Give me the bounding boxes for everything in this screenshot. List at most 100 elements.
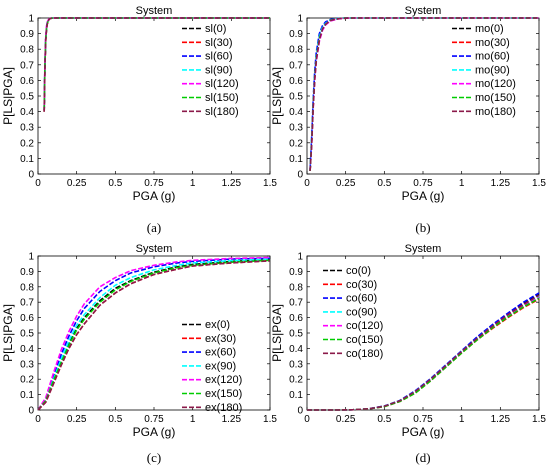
x-tick-label: 0	[35, 178, 41, 189]
x-tick-label: 0.5	[377, 414, 391, 425]
x-tick-label: 0.5	[108, 414, 122, 425]
x-tick-label: 1.25	[491, 178, 511, 189]
y-tick-label: 0	[28, 170, 34, 181]
y-tick-label: 0	[297, 170, 303, 181]
legend-label: ex(150)	[205, 388, 242, 400]
series-line-ex(60)	[37, 257, 271, 411]
legend: sl(0) sl(30) sl(60)sl(90) sl(120) sl(150) sl(…	[182, 23, 239, 118]
legend-label: mo(0)	[475, 23, 504, 35]
chart-panel-2: System 0 0.25 0.5 0.75 1 1.25 1.5 0 0.1 0.2 0.3 0.4 0…	[1, 243, 277, 465]
y-tick-label: 0.1	[20, 390, 34, 401]
y-tick-label: 0.6	[289, 76, 303, 87]
y-tick-label: 0.1	[289, 154, 303, 165]
y-tick-label: 0.7	[289, 60, 303, 71]
y-tick-label: 0.9	[20, 29, 34, 40]
chart-title: System	[405, 243, 442, 255]
legend-label: sl(60)	[205, 51, 233, 63]
legend: co(0) co(30) co(60)co(90) co(120) co(150) co(…	[323, 265, 383, 360]
series-line-ex(120)	[37, 256, 271, 411]
y-axis-label: P[LS|PGA]	[270, 304, 284, 362]
legend-label: mo(30)	[475, 37, 510, 49]
legend-label: mo(180)	[475, 106, 516, 118]
y-tick-label: 0.5	[20, 92, 34, 103]
y-tick-label: 0.3	[20, 359, 34, 370]
y-tick-label: 0.9	[289, 267, 303, 278]
legend-label: sl(150)	[205, 92, 239, 104]
legend-label: co(150)	[346, 334, 383, 346]
chart-panel-3: System 0 0.25 0.5 0.75 1 1.25 1.5 0 0.1 0.2 0.3 0.4 0…	[270, 243, 546, 465]
y-tick-label: 0.2	[20, 138, 34, 149]
y-tick-label: 0.6	[20, 76, 34, 87]
x-tick-label: 0.75	[413, 178, 433, 189]
legend-label: mo(150)	[475, 92, 516, 104]
legend-label: co(120)	[346, 320, 383, 332]
legend-label: sl(90)	[205, 64, 233, 76]
y-tick-label: 0.2	[289, 138, 303, 149]
legend-label: mo(90)	[475, 64, 510, 76]
y-tick-label: 0.6	[289, 313, 303, 324]
x-tick-label: 1.5	[263, 178, 277, 189]
x-tick-label: 1.5	[263, 414, 277, 425]
legend-label: mo(120)	[475, 78, 516, 90]
x-tick-label: 1.25	[222, 414, 242, 425]
y-tick-label: 0.9	[289, 29, 303, 40]
x-tick-label: 0	[304, 178, 310, 189]
legend-label: co(30)	[346, 279, 377, 291]
chart-title: System	[136, 5, 173, 17]
series-line-ex(180)	[37, 260, 271, 411]
legend-label: ex(90)	[205, 360, 236, 372]
panel-caption: (d)	[415, 450, 430, 465]
chart-panel-1: System 0 0.25 0.5 0.75 1 1.25 1.5 0 0.1 0.2 0.3 0.4 0…	[270, 5, 546, 235]
chart-title: System	[405, 5, 442, 17]
y-tick-label: 0.9	[20, 267, 34, 278]
y-tick-label: 1	[28, 14, 34, 25]
panel-caption: (a)	[147, 220, 161, 235]
y-tick-label: 0.1	[289, 390, 303, 401]
legend-label: co(180)	[346, 348, 383, 360]
x-axis-label: PGA (g)	[133, 189, 176, 203]
y-tick-label: 0.8	[20, 282, 34, 293]
y-tick-label: 0.3	[289, 123, 303, 134]
y-tick-label: 0.1	[20, 154, 34, 165]
x-tick-label: 0.25	[67, 178, 87, 189]
y-tick-label: 0.6	[20, 313, 34, 324]
y-tick-label: 0	[297, 406, 303, 417]
panel-caption: (c)	[147, 450, 161, 465]
legend-label: co(90)	[346, 306, 377, 318]
y-tick-label: 1	[297, 252, 303, 263]
legend-label: co(60)	[346, 293, 377, 305]
y-tick-label: 0.8	[289, 282, 303, 293]
legend-label: ex(120)	[205, 374, 242, 386]
x-tick-label: 1	[459, 414, 465, 425]
legend-label: sl(0)	[205, 23, 226, 35]
y-axis-label: P[LS|PGA]	[1, 304, 15, 362]
x-tick-label: 1	[190, 178, 196, 189]
y-tick-label: 0.7	[20, 298, 34, 309]
y-axis-label: P[LS|PGA]	[1, 67, 15, 125]
y-tick-label: 0.3	[20, 123, 34, 134]
chart-panel-0: System 0 0.25 0.5 0.75 1 1.25 1.5 0 0.1 0.2 0.3 0.4 0…	[1, 5, 277, 235]
x-tick-label: 1	[190, 414, 196, 425]
y-tick-label: 0.2	[289, 375, 303, 386]
legend: mo(0) mo(30) mo(60)mo(90) mo(120) mo(150) mo(…	[452, 23, 516, 118]
y-axis-label: P[LS|PGA]	[270, 67, 284, 125]
y-tick-label: 1	[297, 14, 303, 25]
x-tick-label: 0.75	[144, 178, 164, 189]
legend-label: ex(60)	[205, 347, 236, 359]
plot-frame	[37, 255, 271, 411]
x-tick-label: 0.25	[336, 178, 356, 189]
x-tick-label: 0	[304, 414, 310, 425]
plot-frame	[37, 17, 271, 175]
x-tick-label: 0	[35, 414, 41, 425]
x-tick-label: 1.25	[222, 178, 242, 189]
legend: ex(0) ex(30) ex(60)ex(90) ex(120) ex(150) ex(…	[182, 319, 242, 414]
y-tick-label: 0.7	[289, 298, 303, 309]
y-tick-label: 0.8	[289, 45, 303, 56]
y-tick-label: 0.4	[20, 107, 34, 118]
legend-label: ex(180)	[205, 402, 242, 414]
panel-caption: (b)	[415, 220, 430, 235]
legend-label: ex(30)	[205, 333, 236, 345]
legend-label: sl(180)	[205, 106, 239, 118]
x-tick-label: 0.5	[377, 178, 391, 189]
